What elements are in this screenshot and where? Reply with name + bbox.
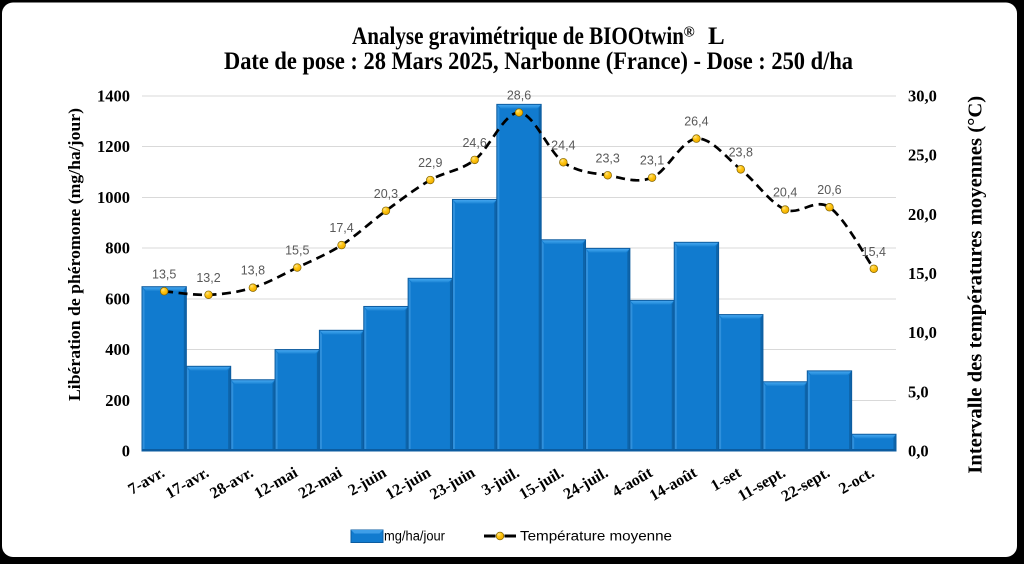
svg-text:15,4: 15,4 bbox=[862, 245, 886, 259]
svg-text:400: 400 bbox=[105, 340, 130, 359]
svg-text:0,0: 0,0 bbox=[908, 442, 929, 461]
svg-text:5,0: 5,0 bbox=[908, 382, 929, 401]
svg-text:22,9: 22,9 bbox=[418, 156, 442, 170]
svg-text:Libération de phéromone (mg/ha: Libération de phéromone (mg/ha/jour) bbox=[65, 108, 84, 401]
svg-text:Date de pose : 28 Mars 2025, N: Date de pose : 28 Mars 2025, Narbonne (F… bbox=[224, 48, 853, 75]
svg-text:30,0: 30,0 bbox=[908, 87, 937, 106]
svg-text:800: 800 bbox=[105, 239, 130, 258]
svg-text:L: L bbox=[708, 23, 725, 50]
svg-text:28,6: 28,6 bbox=[507, 89, 531, 103]
svg-text:0: 0 bbox=[122, 442, 130, 461]
svg-text:17,4: 17,4 bbox=[329, 221, 353, 235]
svg-text:20,3: 20,3 bbox=[374, 187, 398, 201]
svg-text:600: 600 bbox=[105, 289, 130, 308]
svg-text:200: 200 bbox=[105, 391, 130, 410]
svg-text:20,0: 20,0 bbox=[908, 205, 937, 224]
svg-text:15,5: 15,5 bbox=[285, 244, 309, 258]
svg-text:1000: 1000 bbox=[97, 188, 130, 207]
svg-text:23,1: 23,1 bbox=[640, 154, 664, 168]
svg-text:®: ® bbox=[684, 25, 695, 41]
svg-text:24,6: 24,6 bbox=[462, 136, 486, 150]
svg-text:Température moyenne: Température moyenne bbox=[520, 529, 672, 544]
svg-text:23,3: 23,3 bbox=[596, 151, 620, 165]
svg-text:23,8: 23,8 bbox=[729, 145, 753, 159]
svg-text:Intervalle des températures mo: Intervalle des températures moyennes (°C… bbox=[966, 96, 987, 474]
svg-text:10,0: 10,0 bbox=[908, 323, 937, 342]
svg-text:24,4: 24,4 bbox=[551, 138, 575, 152]
svg-text:Analyse gravimétrique de BIOOt: Analyse gravimétrique de BIOOtwin bbox=[352, 23, 684, 50]
svg-text:25,0: 25,0 bbox=[908, 146, 937, 165]
svg-text:13,2: 13,2 bbox=[196, 271, 220, 285]
svg-text:1200: 1200 bbox=[97, 137, 130, 156]
svg-text:20,4: 20,4 bbox=[773, 186, 797, 200]
svg-text:13,8: 13,8 bbox=[241, 264, 265, 278]
svg-text:26,4: 26,4 bbox=[684, 115, 708, 129]
svg-text:15,0: 15,0 bbox=[908, 264, 937, 283]
svg-text:20,6: 20,6 bbox=[817, 183, 841, 197]
svg-text:13,5: 13,5 bbox=[152, 267, 176, 281]
svg-text:1400: 1400 bbox=[97, 87, 130, 106]
svg-text:mg/ha/jour: mg/ha/jour bbox=[384, 529, 445, 544]
